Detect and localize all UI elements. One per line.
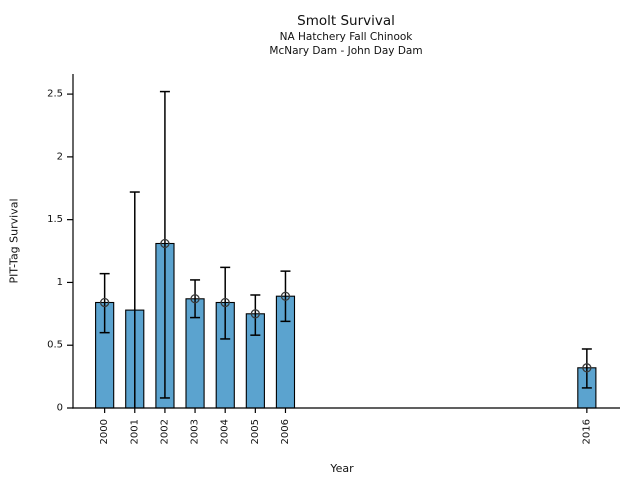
y-tick-label-0.5: 0.5 [47, 340, 63, 351]
x-tick-label-2001: 2001 [129, 419, 140, 444]
x-axis-label: Year [329, 462, 354, 475]
chart-title: Smolt Survival [297, 13, 395, 29]
y-tick-label-2.5: 2.5 [47, 89, 63, 100]
point-marker-2003 [190, 294, 200, 304]
y-tick-label-1: 1 [57, 277, 63, 288]
x-tick-label-2006: 2006 [280, 419, 291, 444]
point-marker-2005 [250, 309, 260, 319]
chart-subtitle-line2: McNary Dam - John Day Dam [269, 45, 422, 57]
y-tick-label-0: 0 [57, 403, 63, 414]
x-tick-label-2005: 2005 [250, 419, 261, 444]
point-marker-2016 [582, 363, 592, 373]
x-tick-label-2004: 2004 [220, 419, 231, 444]
x-tick-label-2016: 2016 [581, 419, 592, 444]
chart-subtitle-line1: NA Hatchery Fall Chinook [280, 31, 414, 43]
x-tick-label-2000: 2000 [99, 419, 110, 444]
x-tick-label-2003: 2003 [190, 419, 201, 444]
point-marker-2002 [160, 238, 170, 249]
y-tick-label-1.5: 1.5 [47, 214, 63, 225]
point-marker-2006 [280, 291, 291, 301]
point-marker-2000 [99, 297, 110, 308]
y-tick-label-2: 2 [57, 151, 63, 162]
x-tick-label-2002: 2002 [159, 419, 170, 444]
point-marker-2004 [220, 297, 230, 308]
plot-area: 0 0.5 1 1.5 2 2.5 2000 2001 2002 2003 2004 2005 2006… [47, 74, 620, 444]
y-axis-label: PIT-Tag Survival [8, 198, 21, 283]
